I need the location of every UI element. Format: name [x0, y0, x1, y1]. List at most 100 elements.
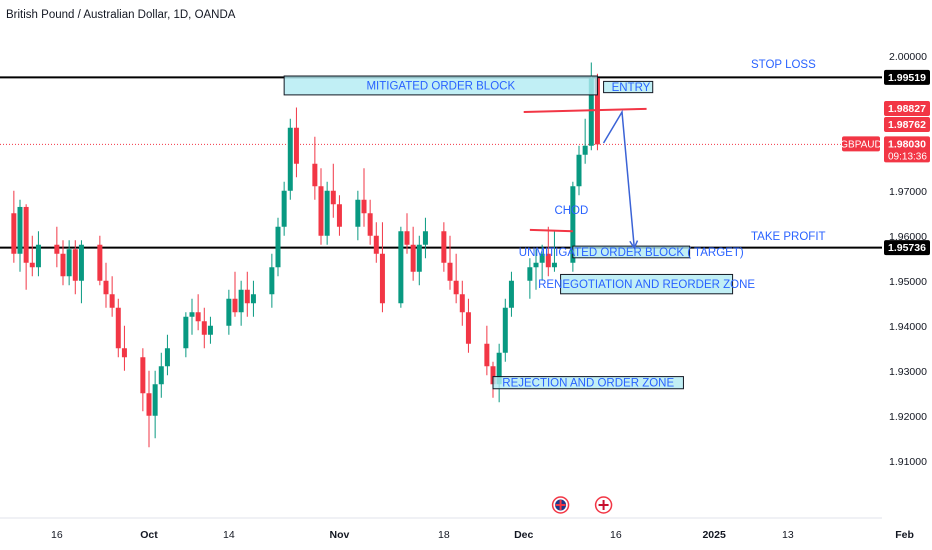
candle-body	[201, 321, 207, 335]
candle-body	[207, 325, 213, 335]
y-tick-label: 1.92000	[889, 411, 927, 423]
price-badge	[884, 240, 930, 256]
candle-body	[244, 289, 250, 304]
projection-arrow	[602, 109, 636, 248]
candle-body	[23, 206, 29, 263]
candle-body	[416, 244, 422, 272]
candle-body	[551, 262, 557, 268]
candle-body	[97, 244, 103, 281]
zone-box	[283, 75, 598, 96]
candle-body	[54, 244, 60, 254]
candle-body	[293, 127, 299, 164]
x-tick-label: 2025	[702, 529, 726, 541]
candle-body	[379, 253, 385, 304]
candle-body	[275, 226, 281, 268]
candle-body	[361, 199, 367, 214]
candle-body	[453, 280, 459, 295]
candle-body	[545, 253, 551, 268]
x-tick-label: 13	[782, 529, 794, 541]
candle-body	[404, 231, 410, 245]
candle-body	[238, 289, 244, 313]
candle-body	[189, 312, 195, 317]
candle-body	[355, 199, 361, 227]
price-badge-label: 1.98827	[888, 103, 926, 115]
candle-body	[60, 253, 66, 277]
price-badge	[884, 101, 930, 117]
candle-body	[367, 213, 373, 236]
candle-body	[594, 78, 600, 145]
y-tick-label: 1.96000	[889, 231, 927, 243]
candle-body	[121, 348, 127, 358]
candle-body	[72, 249, 78, 281]
y-tick-label: 1.93000	[889, 366, 927, 378]
price-badge	[884, 69, 930, 85]
x-tick-label: Oct	[140, 529, 158, 541]
candle-body	[576, 154, 582, 187]
candle-body	[410, 244, 416, 272]
arrow-head	[629, 240, 639, 250]
candle-body	[508, 280, 514, 308]
candle-body	[459, 294, 465, 313]
zone-box	[572, 245, 691, 259]
x-tick-label: 16	[610, 529, 622, 541]
x-tick-label: Dec	[514, 529, 533, 541]
y-tick-label: 1.91000	[889, 456, 927, 468]
candle-body	[152, 384, 158, 416]
candle-body	[570, 186, 576, 263]
zone-box	[603, 80, 654, 94]
candle-body	[588, 78, 594, 146]
candle-body	[269, 267, 275, 295]
candle-body	[66, 249, 72, 277]
candle-body	[29, 262, 35, 268]
candle-body	[287, 127, 293, 191]
candle-body	[109, 294, 115, 308]
candle-body	[465, 312, 471, 344]
candle-body	[281, 190, 287, 227]
candle-body	[324, 190, 330, 236]
x-tick-label: 16	[51, 529, 63, 541]
annotation-line	[523, 107, 647, 113]
zone-box	[560, 273, 734, 295]
candle-body	[490, 366, 496, 385]
annotation-label: TAKE PROFIT	[751, 231, 826, 243]
candle-body	[158, 366, 164, 385]
zone-label: RENEGOTIATION AND REORDER ZONE	[538, 279, 755, 291]
candle-body	[17, 206, 23, 254]
candle-body	[312, 163, 318, 187]
candle-body	[250, 294, 256, 304]
candle-body	[183, 316, 189, 349]
x-tick-label: Feb	[895, 529, 914, 541]
candle-body	[226, 298, 232, 326]
symbol-badge	[842, 136, 880, 152]
candle-body	[527, 267, 533, 281]
candle-body	[164, 348, 170, 367]
x-tick-label: 14	[223, 529, 235, 541]
candle-body	[103, 280, 109, 295]
price-badge	[884, 117, 930, 133]
candle-body	[484, 343, 490, 367]
candle-body	[533, 262, 539, 268]
candle-body	[11, 213, 17, 254]
price-badge	[884, 136, 930, 163]
candle-body	[336, 204, 342, 227]
candle-body	[398, 231, 404, 304]
zone-label: UNMITIGATED ORDER BLOCK ( TARGET)	[519, 247, 744, 259]
candle-body	[539, 253, 545, 263]
candle-body	[441, 231, 447, 263]
price-axis	[882, 0, 932, 550]
price-badge-label: 1.95736	[888, 242, 926, 254]
candle-body	[373, 235, 379, 254]
candle-body	[422, 231, 428, 245]
zone-label: ENTRY	[612, 82, 651, 94]
annotation-line	[529, 228, 573, 233]
zone-label: REJECTION AND ORDER ZONE	[502, 378, 674, 390]
candle-body	[195, 312, 201, 322]
candle-body	[35, 244, 41, 268]
y-tick-label: 2.00000	[889, 51, 927, 63]
candle-body	[115, 307, 121, 349]
candle-body	[330, 190, 336, 205]
candle-body	[232, 298, 238, 313]
y-tick-label: 1.95000	[889, 276, 927, 288]
annotation-label: CHOD	[554, 205, 588, 217]
